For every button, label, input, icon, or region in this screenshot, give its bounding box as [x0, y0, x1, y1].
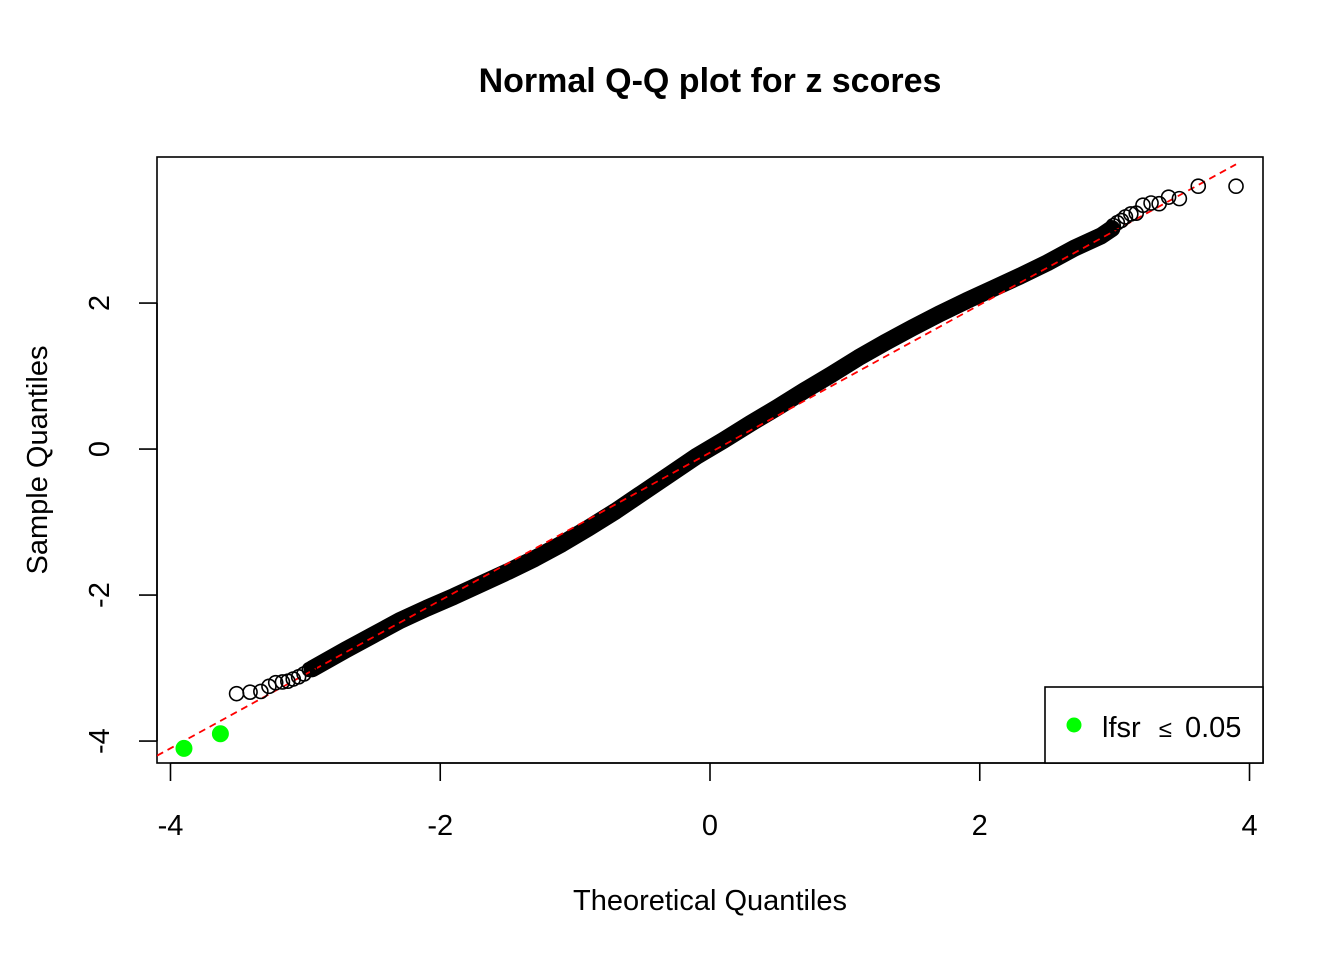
significant-point [211, 725, 229, 743]
legend-label: lfsr ≤ 0.05 [1102, 712, 1241, 744]
legend-label-symbol: ≤ [1159, 716, 1172, 743]
legend-label-name: lfsr [1102, 712, 1141, 744]
significant-point [175, 739, 193, 757]
y-axis-label: Sample Quantiles [22, 346, 54, 575]
x-axis: -4 -2 0 2 4 [158, 762, 1258, 842]
x-tick-label: -4 [158, 810, 184, 842]
dense-points-band [303, 220, 1121, 678]
data-point [1128, 205, 1145, 222]
x-axis-label: Theoretical Quantiles [573, 885, 847, 917]
data-point [1151, 195, 1167, 212]
data-point [274, 674, 291, 690]
y-tick-label: 2 [84, 295, 116, 311]
x-tick-label: 4 [1241, 810, 1257, 842]
data-point [296, 666, 312, 682]
y-tick-label: -2 [84, 582, 116, 608]
data-point [1109, 214, 1126, 231]
data-point [301, 661, 318, 678]
data-point [1171, 190, 1188, 207]
data-point [1117, 209, 1134, 225]
legend-marker-lfsr [1066, 717, 1082, 733]
x-tick-label: 2 [972, 810, 988, 842]
data-point [1190, 178, 1207, 195]
data-point [267, 674, 284, 691]
data-point [1228, 178, 1244, 195]
legend: lfsr ≤ 0.05 [1044, 686, 1264, 764]
x-tick-label: -2 [427, 810, 453, 842]
y-tick-label: 0 [84, 441, 116, 457]
data-point [1143, 195, 1159, 211]
data-point [228, 685, 245, 702]
data-layer [157, 163, 1244, 757]
y-axis: -4 -2 0 2 [84, 295, 158, 754]
legend-label-value: 0.05 [1185, 712, 1241, 744]
x-tick-label: 0 [702, 810, 718, 842]
data-point [1105, 217, 1122, 234]
chart-title: Normal Q-Q plot for z scores [479, 62, 942, 100]
y-tick-label: -4 [84, 728, 116, 754]
data-point [242, 684, 258, 700]
data-point [253, 683, 269, 700]
reference-line [157, 163, 1237, 757]
